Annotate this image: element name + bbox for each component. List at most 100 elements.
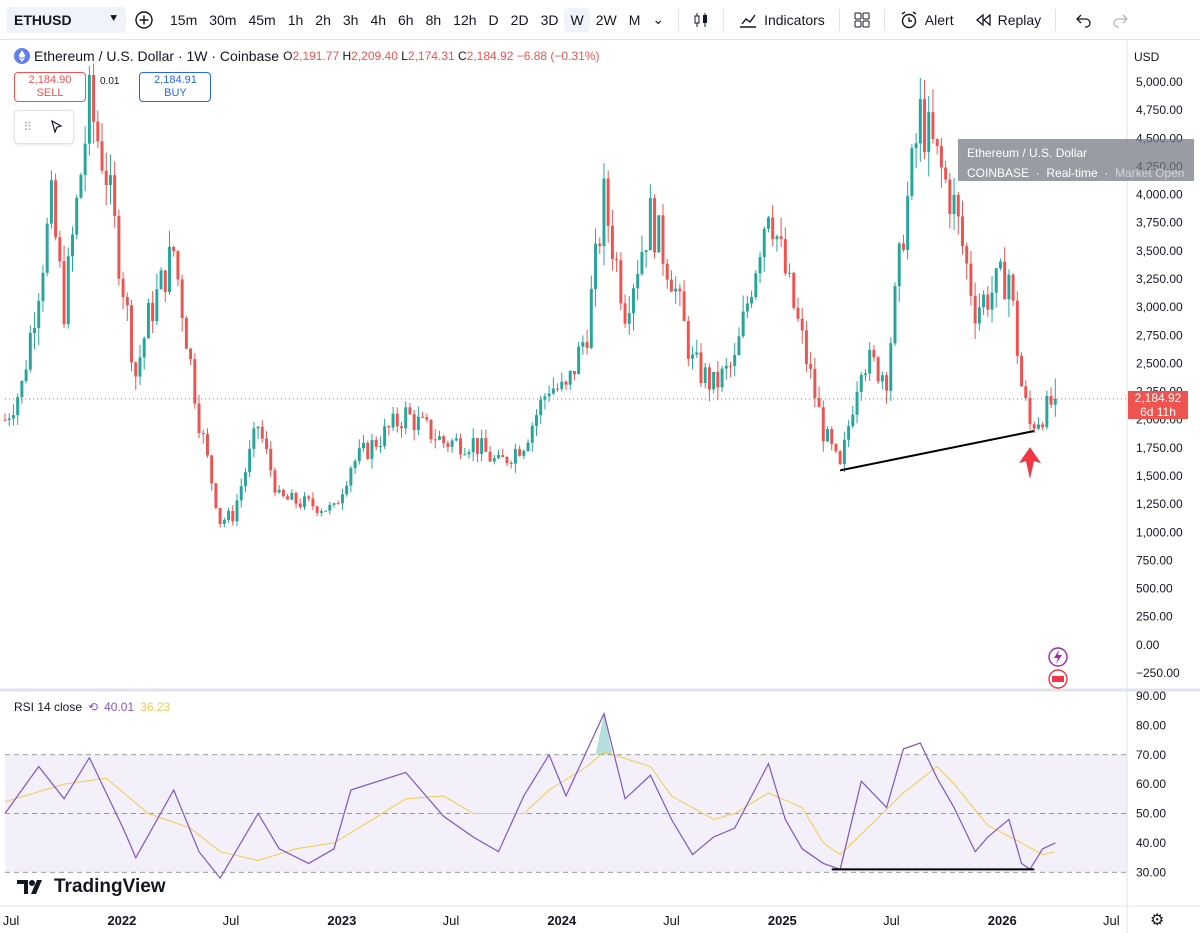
interval-2d[interactable]: 2D (510, 11, 529, 28)
candle-body (488, 451, 492, 462)
candle-body (163, 270, 167, 293)
candle-body (45, 223, 49, 273)
candle-body (901, 243, 905, 250)
interval-3h[interactable]: 3h (342, 11, 359, 28)
interval-1h[interactable]: 1h (287, 11, 304, 28)
candle-body (804, 330, 808, 364)
candle-body (745, 303, 749, 312)
candle-body (564, 381, 568, 385)
candlestick-type-icon[interactable] (687, 6, 715, 34)
candle-body (33, 328, 37, 334)
drag-handle-icon[interactable]: ⠿ (23, 120, 33, 134)
interval-45m[interactable]: 45m (248, 11, 276, 28)
candle-body (644, 250, 648, 253)
chevron-down-icon[interactable]: ⯆ (109, 13, 118, 25)
candle-body (876, 357, 880, 382)
candle-body (96, 121, 100, 142)
candle-body (720, 368, 724, 388)
candle-body (560, 381, 564, 389)
time-axis-tick: 2023 (327, 913, 356, 928)
candle-body (1024, 386, 1028, 398)
intervals-chevron-icon[interactable]: ⌄ (652, 11, 665, 27)
candle-body (581, 342, 585, 347)
sell-button[interactable]: 2,184.90 SELL (14, 72, 86, 102)
price-axis-tick: 250.00 (1136, 610, 1173, 624)
candle-body (290, 492, 294, 500)
candle-body (151, 302, 155, 322)
candle-body (28, 333, 32, 370)
candle-body (340, 494, 344, 504)
candle-body (1011, 274, 1015, 301)
candle-body (965, 246, 969, 264)
candle-body (1032, 424, 1036, 429)
candle-body (956, 194, 960, 217)
layout-grid-icon[interactable] (848, 6, 876, 34)
candle-body (724, 365, 728, 369)
price-axis-panel (1127, 40, 1200, 933)
candle-body (383, 426, 387, 446)
rsi-overbought-fill (595, 713, 613, 755)
replay-button[interactable]: Replay (968, 11, 1048, 29)
interval-8h[interactable]: 8h (425, 11, 442, 28)
replay-label: Replay (997, 11, 1042, 28)
interval-2w[interactable]: 2W (595, 11, 617, 28)
candle-body (602, 178, 606, 246)
refresh-icon[interactable]: ⟲ (88, 700, 99, 714)
candle-body (189, 348, 193, 360)
price-axis-tick: 1,750.00 (1136, 441, 1183, 455)
candle-body (889, 343, 893, 391)
candle-body (880, 375, 884, 382)
redo-icon[interactable] (1106, 6, 1134, 34)
candle-body (471, 438, 475, 453)
interval-15m[interactable]: 15m (170, 11, 198, 28)
interval-6h[interactable]: 6h (398, 11, 414, 28)
candle-body (269, 448, 273, 471)
candle-body (821, 407, 825, 442)
candle-body (197, 403, 201, 433)
candle-body (1036, 424, 1040, 429)
indicators-button[interactable]: Indicators (732, 10, 831, 30)
candle-body (594, 243, 598, 289)
price-axis-tick: −250.00 (1136, 666, 1180, 680)
interval-30m[interactable]: 30m (209, 11, 237, 28)
rsi-ma-line (4, 751, 1056, 862)
candle-body (450, 440, 454, 447)
interval-3d[interactable]: 3D (540, 11, 559, 28)
candle-body (986, 294, 990, 310)
candle-body (518, 448, 522, 456)
undo-icon[interactable] (1070, 6, 1098, 34)
gear-icon[interactable]: ⚙ (1150, 912, 1165, 929)
candle-body (180, 279, 184, 319)
candle-body (788, 272, 792, 274)
candle-body (117, 215, 121, 279)
buy-button[interactable]: 2,184.91 BUY (139, 72, 212, 102)
interval-w[interactable]: W (564, 7, 590, 32)
interval-d[interactable]: D (488, 11, 499, 28)
interval-12h[interactable]: 12h (453, 11, 477, 28)
cursor-arrow-icon[interactable] (49, 119, 65, 135)
candle-body (1041, 424, 1045, 428)
price-axis-tick: 4,750.00 (1136, 103, 1183, 117)
candle-body (669, 279, 673, 292)
candle-body (239, 486, 243, 501)
interval-2h[interactable]: 2h (315, 11, 331, 28)
indicators-label: Indicators (764, 11, 825, 28)
candle-body (695, 352, 699, 355)
candle-body (353, 461, 357, 469)
candle-body (3, 419, 7, 421)
price-axis-tick: 750.00 (1136, 553, 1173, 567)
candle-body (446, 443, 450, 447)
symbol-search[interactable]: ETHUSD ⯆ (6, 6, 126, 33)
candle-body (437, 436, 441, 440)
candle-body (193, 359, 197, 404)
interval-4h[interactable]: 4h (370, 11, 387, 28)
candle-body (433, 439, 437, 441)
candle-body (796, 307, 800, 319)
candle-body (585, 342, 589, 348)
alert-button[interactable]: Alert (893, 10, 960, 30)
candle-body (357, 448, 361, 462)
interval-m[interactable]: M (628, 11, 641, 28)
price-axis-tick: 0.00 (1136, 638, 1160, 652)
compare-add-icon[interactable] (130, 6, 158, 34)
